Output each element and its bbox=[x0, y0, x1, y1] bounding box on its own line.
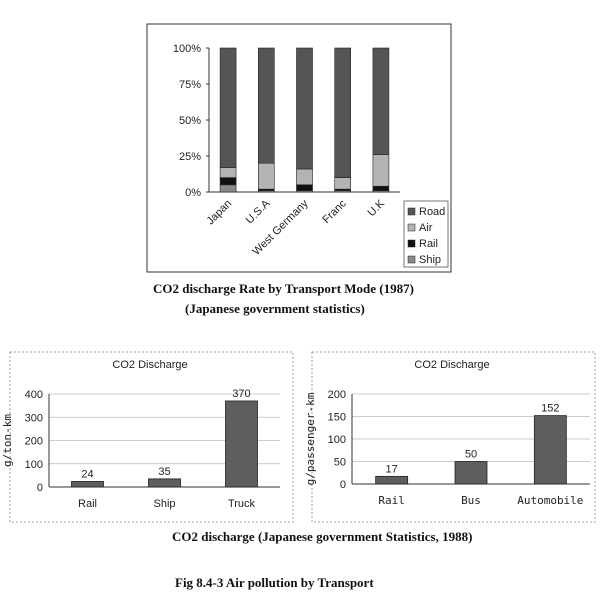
legend-label-ship: Ship bbox=[419, 254, 441, 266]
y-tick-label: 400 bbox=[25, 389, 43, 401]
legend-swatch-road bbox=[407, 207, 416, 216]
chart-frame bbox=[311, 351, 596, 523]
figure-caption: Fig 8.4-3 Air pollution by Transport bbox=[175, 575, 374, 590]
plot-frame bbox=[146, 23, 452, 273]
bar-franc-air bbox=[334, 177, 352, 190]
legend-label-rail: Rail bbox=[419, 238, 438, 250]
y-tick-label: 75% bbox=[179, 79, 201, 91]
chart-title: CO2 Discharge bbox=[112, 359, 187, 371]
x-tick-label: Japan bbox=[205, 198, 235, 228]
x-tick-label: U.K bbox=[366, 197, 388, 219]
data-label-rail: 24 bbox=[81, 468, 93, 480]
bar-chart-passenger-discharge: CO2 Discharge 0 50 100 150 200 g/passenger-km 1… bbox=[304, 351, 596, 523]
data-label-rail: 17 bbox=[386, 463, 398, 475]
bar-japan-air bbox=[219, 167, 237, 178]
bar-u-k-air bbox=[372, 154, 390, 187]
y-tick-label: 25% bbox=[179, 151, 201, 163]
data-label-bus: 50 bbox=[465, 449, 477, 461]
bar-u-k-rail bbox=[372, 185, 390, 191]
bar-west-germany-road bbox=[296, 47, 313, 170]
x-tick-label: Automobile bbox=[517, 494, 583, 507]
x-tick-label: Bus bbox=[461, 494, 481, 507]
bar-u-k-road bbox=[372, 47, 390, 155]
data-label-truck: 370 bbox=[232, 388, 250, 400]
top-chart-title: CO2 discharge Rate by Transport Mode (19… bbox=[153, 281, 414, 296]
x-tick-label: Franc bbox=[320, 197, 349, 226]
bar-rail bbox=[375, 475, 409, 485]
bar-rail bbox=[71, 481, 104, 488]
y-tick-label: 0% bbox=[185, 187, 201, 199]
bar-bus bbox=[454, 461, 488, 485]
bar-u-s-a-air bbox=[257, 162, 275, 190]
x-tick-label: Truck bbox=[228, 498, 256, 510]
y-tick-label: 100% bbox=[173, 43, 201, 55]
chart-frame bbox=[9, 351, 294, 523]
y-tick-label: 100 bbox=[25, 459, 43, 471]
y-tick-label: 150 bbox=[328, 412, 346, 424]
legend-swatch-ship bbox=[407, 255, 416, 264]
data-label-ship: 35 bbox=[158, 466, 170, 478]
bar-west-germany-air bbox=[296, 168, 313, 186]
bar-truck bbox=[225, 400, 258, 488]
x-tick-label: Rail bbox=[78, 498, 97, 510]
bar-automobile bbox=[533, 415, 567, 485]
y-tick-label: 50% bbox=[179, 115, 201, 127]
bar-u-s-a-road bbox=[257, 47, 275, 164]
y-axis-label: g/ton-km bbox=[1, 414, 14, 467]
top-chart-subtitle: (Japanese government statistics) bbox=[185, 301, 365, 316]
bar-japan-road bbox=[219, 47, 237, 168]
x-tick-label: U.S.A bbox=[244, 197, 273, 226]
legend-label-road: Road bbox=[419, 206, 445, 218]
bottom-charts-caption: CO2 discharge (Japanese government Stati… bbox=[172, 529, 473, 544]
legend-swatch-air bbox=[407, 223, 416, 232]
y-tick-label: 200 bbox=[328, 389, 346, 401]
bar-japan-rail bbox=[219, 177, 237, 186]
chart-title: CO2 Discharge bbox=[414, 359, 489, 371]
y-tick-label: 300 bbox=[25, 412, 43, 424]
y-tick-label: 200 bbox=[25, 436, 43, 448]
bar-west-germany-rail bbox=[296, 184, 313, 191]
bar-franc-road bbox=[334, 47, 352, 178]
bar-japan-ship bbox=[219, 184, 237, 193]
x-tick-label: Ship bbox=[153, 498, 175, 510]
y-tick-label: 100 bbox=[328, 434, 346, 446]
data-label-automobile: 152 bbox=[541, 403, 559, 415]
bar-chart-freight-discharge: CO2 Discharge 0 100 200 300 400 g/ton-km 24 Rail… bbox=[1, 351, 294, 523]
y-tick-label: 0 bbox=[37, 482, 43, 494]
x-tick-label: Rail bbox=[378, 494, 405, 507]
y-tick-label: 0 bbox=[340, 479, 346, 491]
y-axis-label: g/passenger-km bbox=[304, 392, 317, 485]
legend-swatch-rail bbox=[407, 239, 416, 248]
y-tick-label: 50 bbox=[334, 457, 346, 469]
bar-ship bbox=[148, 478, 181, 488]
legend-label-air: Air bbox=[419, 222, 433, 234]
